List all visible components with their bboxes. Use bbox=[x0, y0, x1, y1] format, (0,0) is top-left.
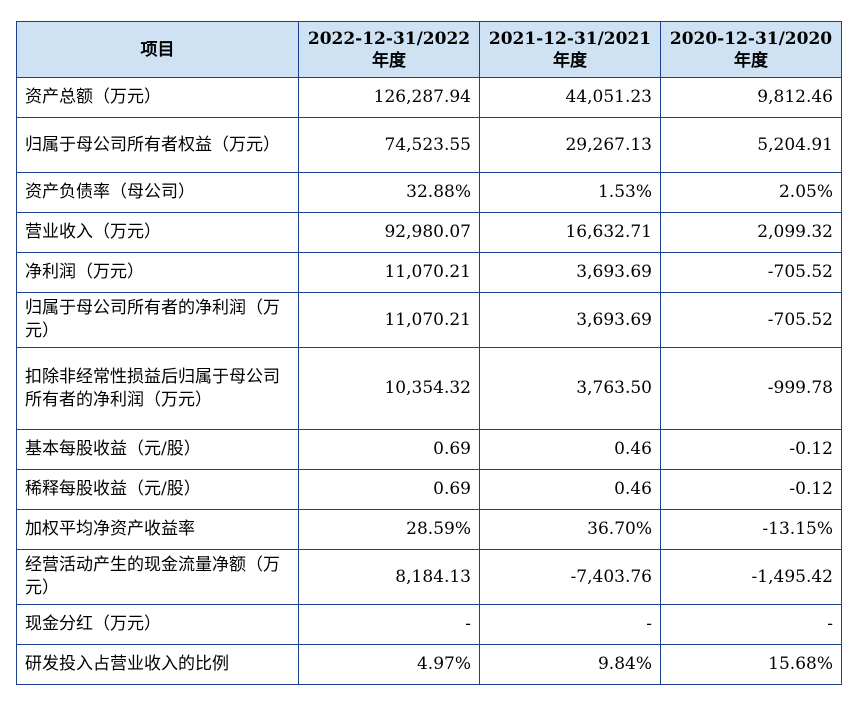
cell-value: -705.52 bbox=[660, 292, 842, 348]
cell-value: 16,632.71 bbox=[479, 212, 661, 253]
cell-value: -13.15% bbox=[660, 509, 842, 550]
row-label: 归属于母公司所有者的净利润（万元） bbox=[16, 292, 299, 348]
table-row: 资产负债率（母公司） 32.88% 1.53% 2.05% bbox=[16, 172, 842, 213]
cell-value: 3,763.50 bbox=[479, 347, 661, 430]
cell-value: 9,812.46 bbox=[660, 77, 842, 118]
header-col-2020: 2020-12-31/2020 年度 bbox=[660, 21, 842, 78]
cell-value: -705.52 bbox=[660, 252, 842, 293]
row-label: 现金分红（万元） bbox=[16, 604, 299, 645]
table-row: 营业收入（万元） 92,980.07 16,632.71 2,099.32 bbox=[16, 212, 842, 253]
cell-value: -0.12 bbox=[660, 469, 842, 510]
cell-value: -7,403.76 bbox=[479, 549, 661, 605]
cell-value: 29,267.13 bbox=[479, 117, 661, 173]
row-label: 稀释每股收益（元/股） bbox=[16, 469, 299, 510]
cell-value: 126,287.94 bbox=[298, 77, 480, 118]
cell-value: 2,099.32 bbox=[660, 212, 842, 253]
cell-value: 11,070.21 bbox=[298, 252, 480, 293]
row-label: 经营活动产生的现金流量净额（万元） bbox=[16, 549, 299, 605]
table-row: 归属于母公司所有者权益（万元） 74,523.55 29,267.13 5,20… bbox=[16, 117, 842, 173]
cell-value: 5,204.91 bbox=[660, 117, 842, 173]
table-header-row: 项目 2022-12-31/2022 年度 2021-12-31/2021 年度 2… bbox=[16, 21, 842, 78]
table-row: 加权平均净资产收益率 28.59% 36.70% -13.15% bbox=[16, 509, 842, 550]
row-label: 归属于母公司所有者权益（万元） bbox=[16, 117, 299, 173]
cell-value: 15.68% bbox=[660, 644, 842, 685]
row-label: 净利润（万元） bbox=[16, 252, 299, 293]
row-label: 加权平均净资产收益率 bbox=[16, 509, 299, 550]
cell-value: -1,495.42 bbox=[660, 549, 842, 605]
cell-value: 1.53% bbox=[479, 172, 661, 213]
cell-value: 10,354.32 bbox=[298, 347, 480, 430]
table-row: 归属于母公司所有者的净利润（万元） 11,070.21 3,693.69 -70… bbox=[16, 292, 842, 348]
cell-value: 32.88% bbox=[298, 172, 480, 213]
cell-value: -0.12 bbox=[660, 429, 842, 470]
row-label: 资产负债率（母公司） bbox=[16, 172, 299, 213]
cell-value: 2.05% bbox=[660, 172, 842, 213]
table-row: 资产总额（万元） 126,287.94 44,051.23 9,812.46 bbox=[16, 77, 842, 118]
table-row: 扣除非经常性损益后归属于母公司所有者的净利润（万元） 10,354.32 3,7… bbox=[16, 347, 842, 430]
table-row: 净利润（万元） 11,070.21 3,693.69 -705.52 bbox=[16, 252, 842, 293]
header-item: 项目 bbox=[16, 21, 299, 78]
cell-value: - bbox=[479, 604, 661, 645]
cell-value: -999.78 bbox=[660, 347, 842, 430]
cell-value: 4.97% bbox=[298, 644, 480, 685]
cell-value: 0.46 bbox=[479, 429, 661, 470]
table-row: 研发投入占营业收入的比例 4.97% 9.84% 15.68% bbox=[16, 644, 842, 685]
row-label: 资产总额（万元） bbox=[16, 77, 299, 118]
table-row: 经营活动产生的现金流量净额（万元） 8,184.13 -7,403.76 -1,… bbox=[16, 549, 842, 605]
row-label: 扣除非经常性损益后归属于母公司所有者的净利润（万元） bbox=[16, 347, 299, 430]
cell-value: 0.46 bbox=[479, 469, 661, 510]
cell-value: 44,051.23 bbox=[479, 77, 661, 118]
table-row: 现金分红（万元） - - - bbox=[16, 604, 842, 645]
cell-value: 8,184.13 bbox=[298, 549, 480, 605]
cell-value: 36.70% bbox=[479, 509, 661, 550]
table-row: 稀释每股收益（元/股） 0.69 0.46 -0.12 bbox=[16, 469, 842, 510]
cell-value: 74,523.55 bbox=[298, 117, 480, 173]
table-row: 基本每股收益（元/股） 0.69 0.46 -0.12 bbox=[16, 429, 842, 470]
cell-value: - bbox=[298, 604, 480, 645]
cell-value: 11,070.21 bbox=[298, 292, 480, 348]
cell-value: 0.69 bbox=[298, 469, 480, 510]
header-col-2022: 2022-12-31/2022 年度 bbox=[298, 21, 480, 78]
cell-value: 3,693.69 bbox=[479, 252, 661, 293]
cell-value: - bbox=[660, 604, 842, 645]
cell-value: 3,693.69 bbox=[479, 292, 661, 348]
header-col-2021: 2021-12-31/2021 年度 bbox=[479, 21, 661, 78]
row-label: 营业收入（万元） bbox=[16, 212, 299, 253]
cell-value: 28.59% bbox=[298, 509, 480, 550]
cell-value: 92,980.07 bbox=[298, 212, 480, 253]
row-label: 基本每股收益（元/股） bbox=[16, 429, 299, 470]
cell-value: 0.69 bbox=[298, 429, 480, 470]
cell-value: 9.84% bbox=[479, 644, 661, 685]
financial-indicators-table: 项目 2022-12-31/2022 年度 2021-12-31/2021 年度 2… bbox=[16, 21, 842, 685]
row-label: 研发投入占营业收入的比例 bbox=[16, 644, 299, 685]
